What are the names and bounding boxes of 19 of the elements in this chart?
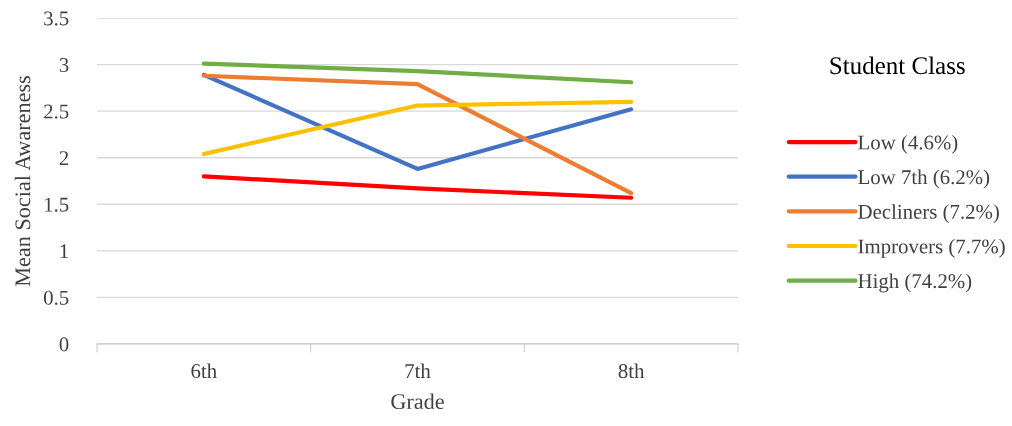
y-tick-label: 2 xyxy=(59,151,69,165)
y-tick-label: 3 xyxy=(59,58,69,72)
x-tick-label: 8th xyxy=(618,363,645,379)
legend-label: Improvers (7.7%) xyxy=(858,238,1005,258)
legend-label: Low (4.6%) xyxy=(858,134,958,154)
y-tick-label: 3.5 xyxy=(44,11,69,26)
legend-label: Low 7th (6.2%) xyxy=(858,169,990,189)
y-tick-label: 1 xyxy=(60,244,68,259)
legend-title: Student Class xyxy=(830,56,965,75)
x-tick-label: 7th xyxy=(405,363,431,379)
x-axis-title: Grade xyxy=(391,393,444,410)
legend-label: Decliners (7.2%) xyxy=(858,204,999,224)
y-tick-label: 0.5 xyxy=(43,290,69,305)
x-tick-label: 6th xyxy=(191,363,217,379)
y-tick-label: 0 xyxy=(59,337,69,352)
legend-label: High (74.2%) xyxy=(858,273,972,293)
y-tick-label: 2.5 xyxy=(44,104,69,119)
y-tick-label: 1.5 xyxy=(45,197,69,212)
y-axis-title: Mean Social Awareness xyxy=(14,76,31,287)
